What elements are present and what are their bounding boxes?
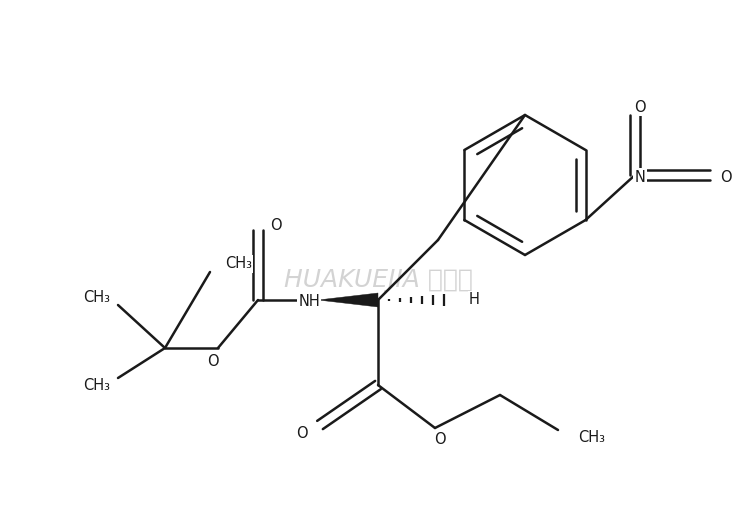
Text: H: H	[469, 292, 480, 308]
Text: O: O	[297, 425, 308, 440]
Polygon shape	[318, 293, 378, 307]
Text: O: O	[634, 99, 646, 115]
Text: O: O	[434, 433, 445, 447]
Text: O: O	[720, 169, 732, 184]
Text: HUAKUEJIA 化学加: HUAKUEJIA 化学加	[284, 268, 473, 292]
Text: O: O	[270, 218, 282, 232]
Text: CH₃: CH₃	[83, 289, 110, 305]
Text: NH: NH	[298, 293, 320, 309]
Text: CH₃: CH₃	[83, 378, 110, 394]
Text: CH₃: CH₃	[225, 257, 252, 271]
Text: N: N	[634, 169, 646, 184]
Text: O: O	[207, 354, 219, 370]
Text: CH₃: CH₃	[578, 431, 605, 445]
